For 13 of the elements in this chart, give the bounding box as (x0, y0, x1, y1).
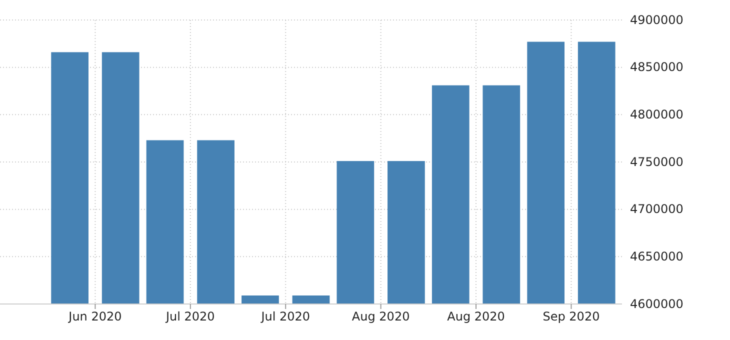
x-tick-label: Aug 2020 (447, 310, 505, 324)
y-tick-label: 4650000 (630, 250, 684, 264)
x-tick-label: Jul 2020 (260, 310, 310, 324)
y-tick-label: 4800000 (630, 108, 684, 122)
y-tick-label: 4600000 (630, 296, 684, 311)
y-tick-label: 4850000 (630, 60, 684, 74)
x-tick-label: Jul 2020 (164, 310, 215, 324)
y-tick-label: 4750000 (630, 154, 684, 169)
x-tick-label: Jun 2020 (68, 310, 122, 324)
x-tick-label: Aug 2020 (352, 310, 410, 324)
x-tick-label: Sep 2020 (542, 310, 600, 324)
y-tick-label: 4700000 (630, 202, 684, 216)
y-tick-label: 4900000 (630, 12, 684, 27)
